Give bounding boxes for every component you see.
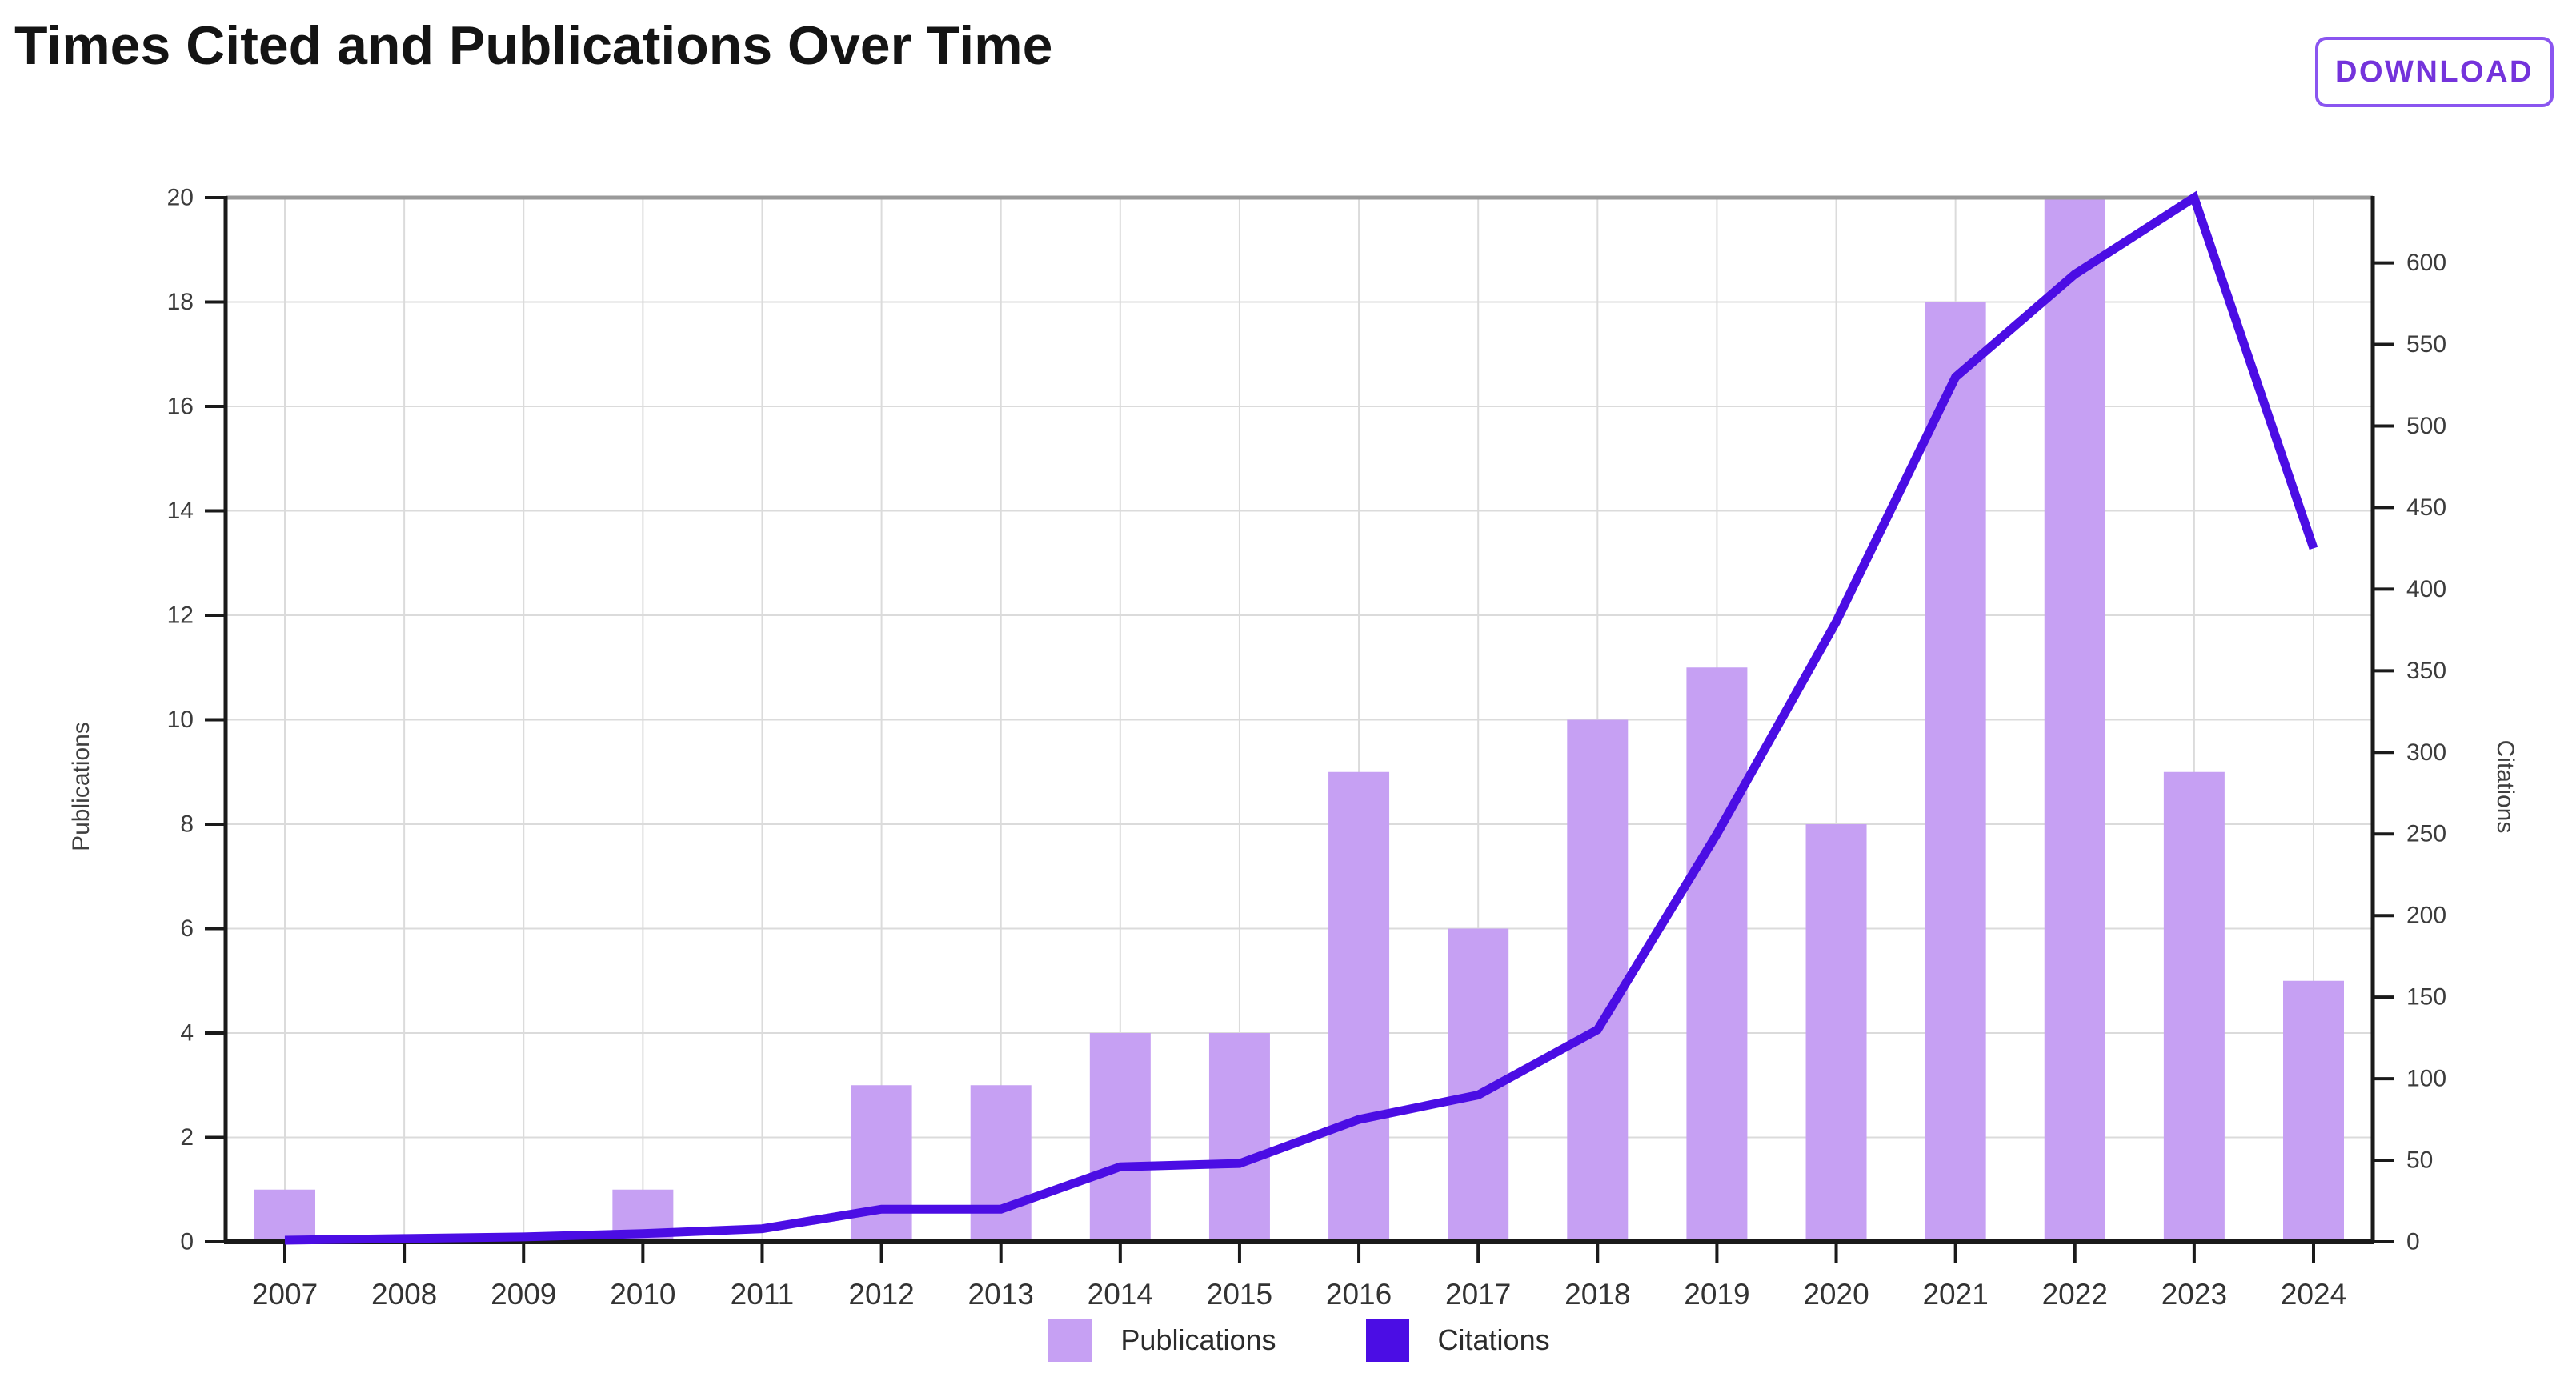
x-axis-year-label: 2024 [2281, 1278, 2346, 1311]
bar-2019 [1686, 667, 1748, 1242]
x-axis-year-label: 2017 [1445, 1278, 1511, 1311]
right-axis-tick-label: 100 [2406, 1066, 2446, 1092]
download-button[interactable]: DOWNLOAD [2315, 37, 2554, 107]
publications-swatch-icon [1048, 1319, 1092, 1362]
right-axis-tick-label: 0 [2406, 1229, 2420, 1255]
x-axis-year-label: 2014 [1088, 1278, 1153, 1311]
left-axis-tick-label: 14 [167, 498, 194, 524]
x-axis-year-label: 2021 [1922, 1278, 1988, 1311]
left-axis-tick-label: 0 [180, 1229, 194, 1255]
bar-2023 [2163, 771, 2225, 1242]
x-axis-year-label: 2007 [252, 1278, 318, 1311]
right-axis-title: Citations [2492, 739, 2518, 834]
bar-2015 [1208, 1033, 1270, 1242]
left-axis-tick-label: 6 [180, 915, 194, 942]
x-axis-year-label: 2012 [848, 1278, 914, 1311]
right-axis-tick-label: 500 [2406, 413, 2446, 439]
right-axis-tick-label: 550 [2406, 331, 2446, 358]
right-axis-tick-label: 350 [2406, 658, 2446, 684]
right-axis-tick-label: 300 [2406, 739, 2446, 766]
bar-2024 [2283, 980, 2344, 1242]
left-axis-tick-label: 20 [167, 185, 194, 211]
page-title: Times Cited and Publications Over Time [14, 15, 1053, 76]
bar-2021 [1925, 302, 1986, 1242]
left-axis-tick-label: 18 [167, 289, 194, 315]
x-axis-year-label: 2019 [1684, 1278, 1749, 1311]
right-axis-tick-label: 600 [2406, 250, 2446, 276]
x-axis-year-label: 2020 [1803, 1278, 1869, 1311]
left-axis-tick-label: 12 [167, 602, 194, 629]
x-axis-year-label: 2018 [1564, 1278, 1630, 1311]
bar-2012 [851, 1085, 912, 1242]
x-axis-year-label: 2015 [1207, 1278, 1272, 1311]
x-axis-year-label: 2010 [610, 1278, 675, 1311]
bar-2007 [254, 1189, 315, 1242]
bar-2014 [1089, 1033, 1151, 1242]
bar-2018 [1567, 719, 1629, 1242]
x-axis-year-label: 2016 [1326, 1278, 1392, 1311]
x-axis-year-label: 2013 [968, 1278, 1034, 1311]
legend-item-citations: Citations [1365, 1319, 1550, 1362]
legend-label-citations: Citations [1437, 1323, 1550, 1356]
right-axis-tick-label: 50 [2406, 1147, 2433, 1174]
right-axis-tick-label: 200 [2406, 903, 2446, 929]
chart-legend: Publications Citations [226, 1319, 2373, 1362]
x-axis-year-label: 2011 [731, 1278, 795, 1311]
left-axis-tick-label: 4 [180, 1020, 194, 1047]
right-axis-tick-label: 400 [2406, 576, 2446, 602]
legend-label-publications: Publications [1120, 1323, 1276, 1356]
left-axis-title: Publications [68, 722, 94, 851]
x-axis-year-label: 2023 [2161, 1278, 2227, 1311]
bar-2016 [1328, 771, 1390, 1242]
left-axis-tick-label: 8 [180, 811, 194, 838]
right-axis-tick-label: 450 [2406, 494, 2446, 521]
bar-2013 [970, 1085, 1032, 1242]
bar-2020 [1805, 824, 1867, 1242]
x-axis-year-label: 2008 [371, 1278, 437, 1311]
left-axis-tick-label: 16 [167, 394, 194, 420]
citations-line [284, 190, 2318, 1245]
x-axis-year-label: 2009 [491, 1278, 556, 1311]
citations-swatch-icon [1365, 1319, 1409, 1362]
left-axis-tick-label: 10 [167, 707, 194, 733]
legend-item-publications: Publications [1048, 1319, 1276, 1362]
right-axis-tick-label: 150 [2406, 984, 2446, 1011]
bar-2022 [2044, 198, 2105, 1242]
x-axis-year-label: 2022 [2042, 1278, 2108, 1311]
right-axis-tick-label: 250 [2406, 821, 2446, 847]
left-axis-tick-label: 2 [180, 1124, 194, 1151]
